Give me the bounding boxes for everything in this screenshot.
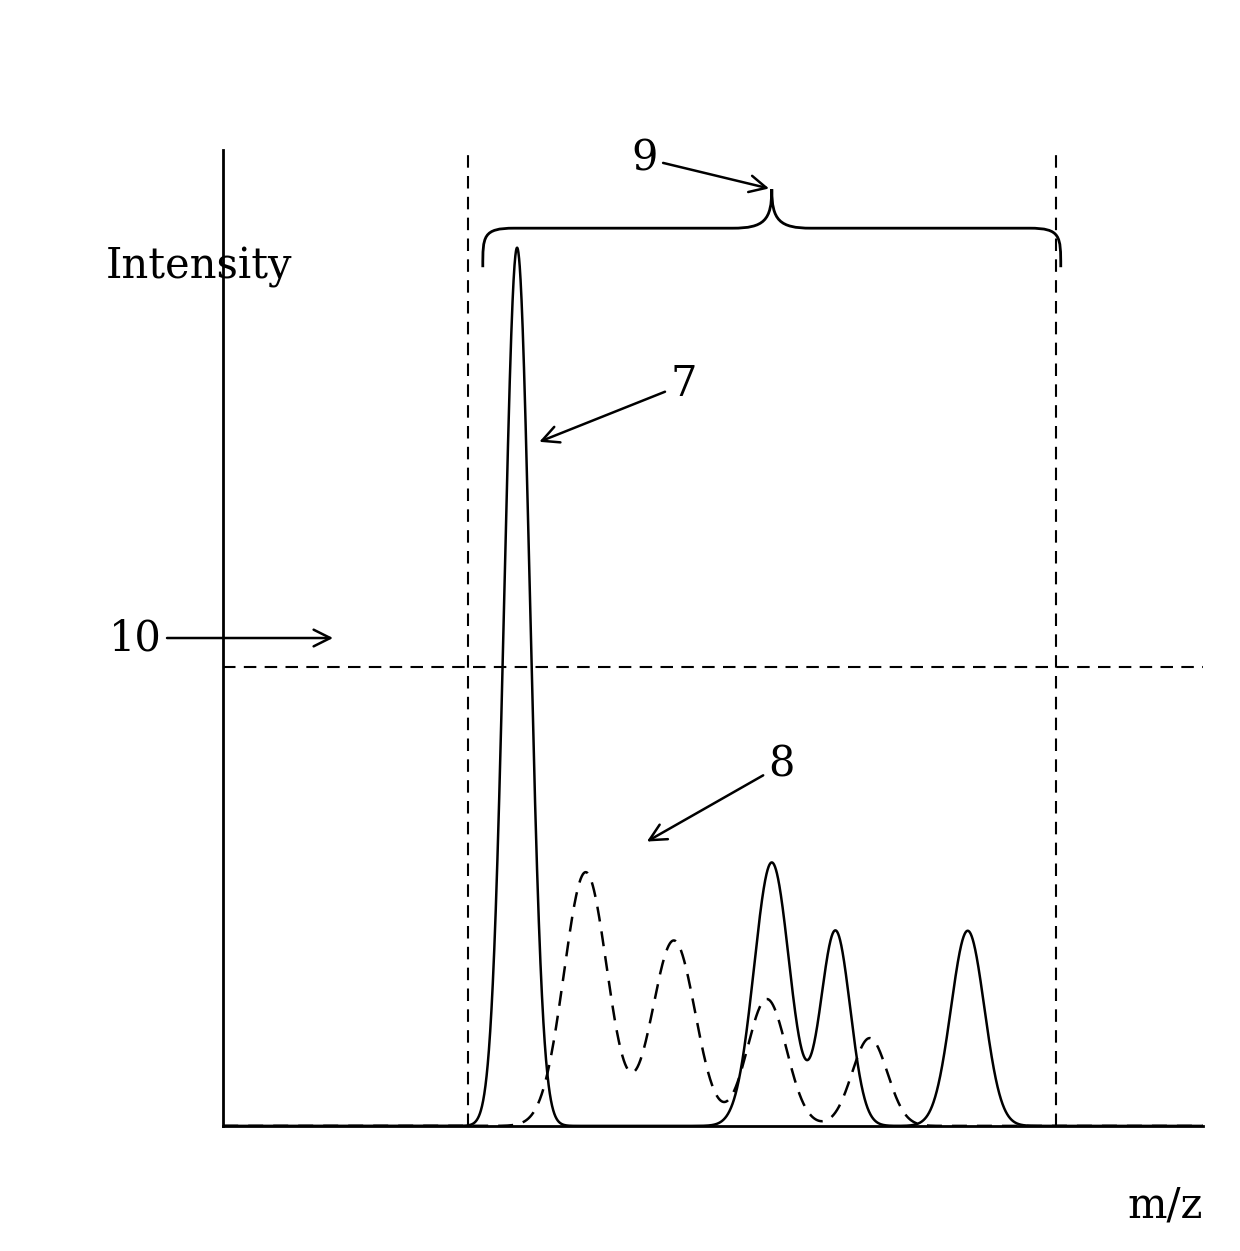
Text: 10: 10 — [109, 617, 330, 659]
Text: m/z: m/z — [1127, 1185, 1203, 1226]
Text: 7: 7 — [542, 363, 697, 443]
Text: 9: 9 — [631, 138, 766, 193]
Text: Intensity: Intensity — [105, 246, 293, 288]
Text: 8: 8 — [650, 744, 795, 841]
